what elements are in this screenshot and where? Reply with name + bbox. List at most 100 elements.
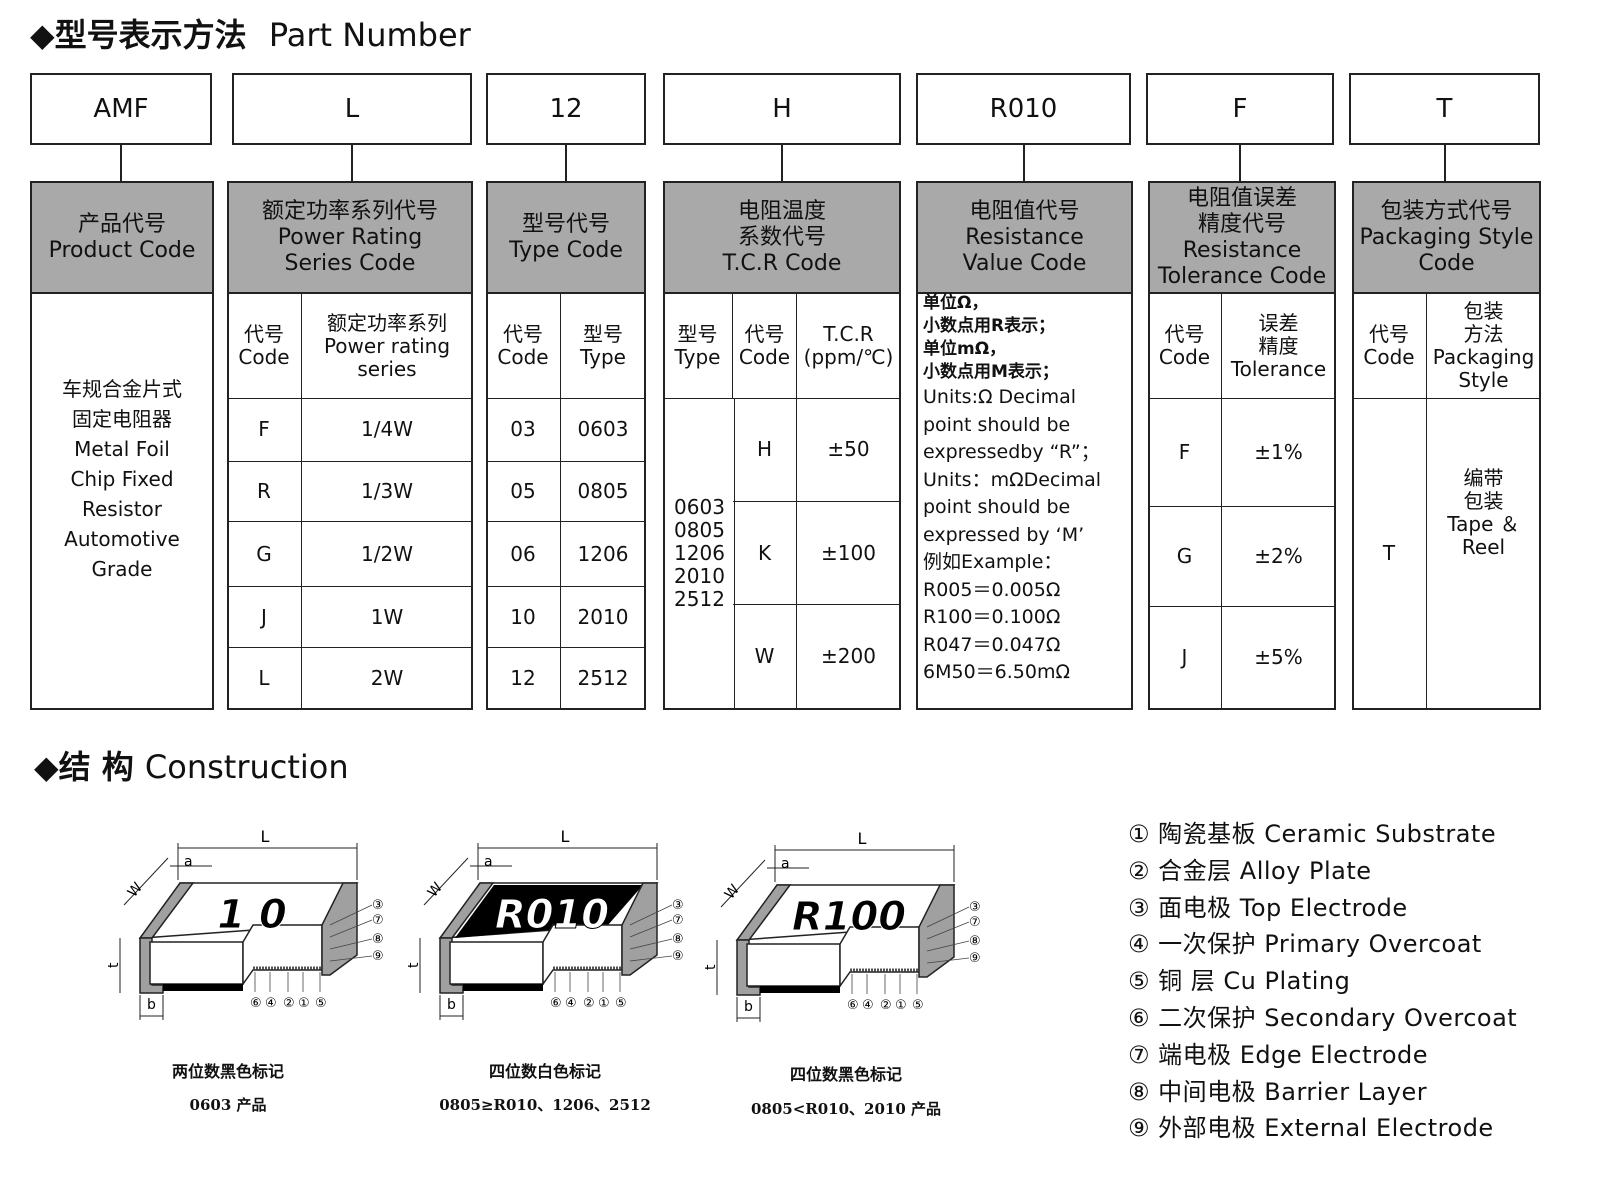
legend-item: ⑧ 中间电极 Barrier Layer <box>1128 1077 1428 1106</box>
row-value: 1W <box>302 587 473 648</box>
connector-line <box>1023 145 1025 182</box>
row-code: W <box>733 605 797 709</box>
callout-number: ⑨ <box>672 949 684 964</box>
row-value: 2512 <box>561 648 646 709</box>
label-l: L <box>261 827 270 846</box>
row-code: 10 <box>486 587 561 648</box>
row-value: 编带 包装 Tape ＆ Reel <box>1427 398 1541 709</box>
row-value: 2W <box>302 648 473 709</box>
legend-item: ⑤ 铜 层 Cu Plating <box>1128 967 1351 996</box>
description-line: point should be <box>923 413 1071 436</box>
connector-line <box>351 145 353 182</box>
label-w: W <box>125 880 146 901</box>
chip-diagram: 1 0 La Wt b ③⑦ ⑧ ⑨ ⑥ ④ ② ① ⑤ <box>106 827 384 1020</box>
sub-header: 型号 Type <box>663 294 733 399</box>
description-line: Automotive <box>64 527 180 551</box>
sub-header: 型号 Type <box>561 294 646 399</box>
column-body: 型号 Type 代号 Code T.C.R (ppm/℃) 0603 0805 120… <box>663 292 901 710</box>
callout-number: ⑧ <box>372 932 384 947</box>
front-left-block <box>149 941 244 985</box>
right-end-cap <box>621 882 658 976</box>
code-box-r010: R010 <box>916 73 1131 145</box>
callout-number: ⑦ <box>372 913 384 928</box>
row-code: F <box>227 398 302 462</box>
connector-line <box>781 145 783 182</box>
label-b: b <box>447 997 456 1013</box>
sub-header: 代号 Code <box>486 294 561 399</box>
column-body: 代号 Code 型号 Type 03 0603 05 0805 06 1206 10 2010 12… <box>486 292 646 710</box>
callout-number: ⑦ <box>969 915 981 930</box>
callout-line <box>926 906 970 928</box>
chip-diagram: R010 La Wt b ③⑦ ⑧ ⑨ ⑥ ④ ② ① ⑤ <box>406 827 684 1020</box>
callout-number: ⑨ <box>372 949 384 964</box>
label-a: a <box>184 854 193 870</box>
chip-marking: 1 0 <box>217 892 287 938</box>
description-line: 例如Example： <box>923 551 1063 573</box>
column-header: 电阻值代号 Resistance Value Code <box>916 181 1133 294</box>
diagram-caption-products: 0603 产品 <box>189 1096 267 1114</box>
description-line: Metal Foil <box>74 437 170 461</box>
sub-header: 代号 Code <box>227 294 302 399</box>
description-line: R047＝0.047Ω <box>923 633 1061 656</box>
callout-line <box>926 921 970 940</box>
dimension-w-line <box>123 857 169 906</box>
row-value: 1/4W <box>302 398 473 462</box>
row-value: ±200 <box>797 605 901 709</box>
code-box-t: T <box>1349 73 1540 145</box>
description-line: R005＝0.005Ω <box>923 578 1061 601</box>
column-header: 电阻值误差 精度代号 Resistance Tolerance Code <box>1148 181 1336 294</box>
column-body: 代号 Code 包装 方法 Packaging Style T 编带 包装 Tape … <box>1352 292 1541 710</box>
callout-line <box>329 938 373 950</box>
row-code: F <box>1148 398 1222 507</box>
bottom-overcoat <box>163 984 243 991</box>
row-value: 1/3W <box>302 462 473 522</box>
dimension-w-line <box>423 857 469 906</box>
construction-title-cn: ◆结 构 <box>34 748 134 786</box>
callout-number: ⑤ <box>315 996 327 1011</box>
description-line: Units:Ω Decimal <box>923 386 1077 408</box>
label-l: L <box>858 829 867 848</box>
connector-line <box>120 145 122 182</box>
code-box-12: 12 <box>486 73 646 145</box>
bottom-overcoat <box>463 984 543 991</box>
row-value: ±2% <box>1222 507 1336 607</box>
row-code: L <box>227 648 302 709</box>
sub-header: 额定功率系列 Power rating series <box>302 294 473 399</box>
callout-line <box>926 957 970 964</box>
label-w: W <box>425 880 446 901</box>
sub-header: 代号 Code <box>1148 294 1222 399</box>
row-code: T <box>1352 398 1427 709</box>
chip-diagram: R100 La Wt b ③⑦ ⑧ ⑨ ⑥ ④ ② ① ⑤ <box>703 829 981 1022</box>
description-line: 小数点用R表示； <box>923 316 1056 336</box>
diagram-caption-products: 0805≥R010、1206、2512 <box>439 1096 651 1114</box>
callout-line <box>329 955 373 962</box>
right-end-cap <box>321 882 358 976</box>
row-code: R <box>227 462 302 522</box>
callout-number: ① <box>298 996 310 1011</box>
callout-number: ⑥ <box>250 996 262 1011</box>
row-value: ±5% <box>1222 607 1336 709</box>
code-box-l: L <box>232 73 472 145</box>
sub-header: 代号 Code <box>733 294 797 399</box>
callout-number: ⑧ <box>672 932 684 947</box>
callout-number: ③ <box>672 898 684 913</box>
connector-line <box>1444 145 1446 182</box>
description-line: expressedby “R”； <box>923 441 1100 463</box>
column-header: 电阻温度 系数代号 T.C.R Code <box>663 181 901 294</box>
callout-number: ⑦ <box>672 913 684 928</box>
legend-item: ③ 面电极 Top Electrode <box>1128 893 1408 922</box>
callout-number: ⑥ <box>847 998 859 1013</box>
diagram-caption-title: 两位数黑色标记 <box>171 1062 285 1081</box>
callout-number: ⑥ <box>550 996 562 1011</box>
description-line: R100＝0.100Ω <box>923 606 1061 628</box>
legend-item: ⑨ 外部电极 External Electrode <box>1128 1114 1494 1143</box>
description-line: Grade <box>91 557 153 581</box>
legend-item: ② 合金层 Alloy Plate <box>1128 856 1372 885</box>
row-code: 03 <box>486 398 561 462</box>
sub-header: 包装 方法 Packaging Style <box>1427 294 1541 399</box>
row-code: G <box>1148 507 1222 607</box>
label-l: L <box>561 827 570 846</box>
row-value: 1/2W <box>302 522 473 587</box>
callout-number: ③ <box>372 898 384 913</box>
